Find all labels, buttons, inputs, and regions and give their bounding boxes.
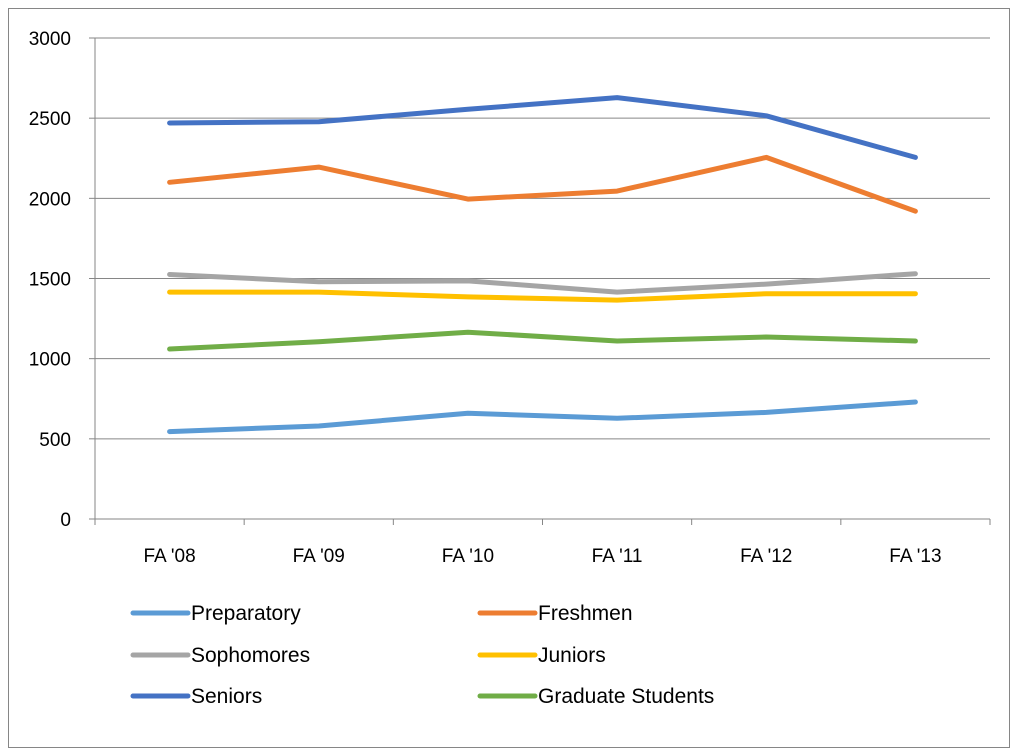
legend: Preparatory Freshmen Sophomores Juniors Seni… — [133, 602, 714, 708]
legend-label: Graduate Students — [538, 685, 714, 708]
legend-label: Preparatory — [191, 602, 301, 625]
legend-label: Freshmen — [538, 602, 633, 625]
series-line-sophomores — [170, 274, 916, 292]
y-tick-label: 2000 — [29, 189, 71, 210]
x-tick-label: FA '12 — [740, 546, 792, 567]
legend-label: Seniors — [191, 685, 262, 708]
legend-label: Juniors — [538, 644, 606, 667]
series-line-graduate-students — [170, 332, 916, 349]
y-tick-label: 1000 — [29, 350, 71, 371]
series-line-freshmen — [170, 157, 916, 211]
legend-label: Sophomores — [191, 644, 310, 667]
y-tick-label: 500 — [39, 430, 71, 451]
y-tick-label: 0 — [60, 510, 71, 531]
y-tick-label: 2500 — [29, 109, 71, 130]
x-tick-label: FA '11 — [592, 546, 643, 567]
y-tick-label: 1500 — [29, 270, 71, 291]
series-line-juniors — [170, 292, 916, 300]
line-chart: 0 500 1000 1500 2000 2500 3000 FA '08 FA '09 FA '… — [0, 0, 1019, 729]
gridlines — [95, 38, 990, 439]
series-lines — [169, 98, 915, 432]
series-line-seniors — [170, 98, 916, 158]
y-tick-label: 3000 — [29, 29, 71, 50]
x-tick-label: FA '09 — [293, 546, 345, 567]
x-tick-label: FA '08 — [143, 546, 195, 567]
x-tick-label: FA '10 — [442, 546, 494, 567]
series-line-preparatory — [170, 402, 916, 432]
x-tick-label: FA '13 — [889, 546, 941, 567]
